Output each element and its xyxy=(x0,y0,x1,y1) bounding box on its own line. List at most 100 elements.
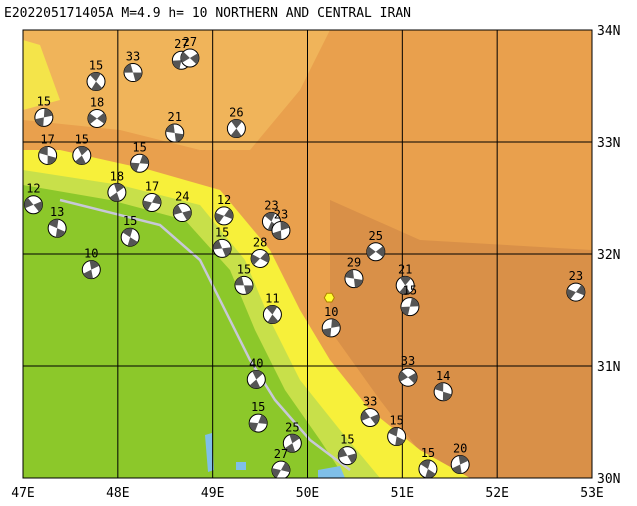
focal-mechanism xyxy=(38,145,58,165)
focal-mechanism xyxy=(387,427,407,447)
focal-mechanism xyxy=(81,260,101,280)
water xyxy=(205,433,214,472)
beachball-quadrant xyxy=(452,455,469,474)
focal-mechanism xyxy=(72,145,92,165)
beachball-quadrant xyxy=(230,119,243,138)
beachball-quadrant xyxy=(322,319,341,337)
focal-mechanism xyxy=(418,459,438,478)
focal-mechanism xyxy=(226,119,246,139)
x-tick-label: 49E xyxy=(201,486,224,501)
beachball-quadrant xyxy=(235,276,253,295)
focal-mechanism xyxy=(47,218,67,238)
depth-label: 23 xyxy=(569,269,583,283)
depth-label: 21 xyxy=(168,110,182,124)
depth-label: 12 xyxy=(217,193,231,207)
depth-label: 12 xyxy=(26,182,40,196)
depth-label: 15 xyxy=(123,214,137,228)
focal-mechanism xyxy=(250,248,270,268)
depth-label: 26 xyxy=(229,106,243,120)
depth-label: 23 xyxy=(274,207,288,221)
beachball-quadrant xyxy=(361,410,380,425)
focal-mechanism xyxy=(433,382,453,402)
beachball-quadrant xyxy=(109,183,125,202)
beachball-quadrant xyxy=(123,63,142,82)
focal-mechanism xyxy=(395,275,415,295)
focal-mechanism xyxy=(165,123,185,143)
x-tick-label: 48E xyxy=(106,486,129,501)
focal-mechanism xyxy=(271,460,291,478)
depth-label: 33 xyxy=(126,50,140,64)
x-tick-label: 52E xyxy=(485,486,508,501)
y-tick-label: 33N xyxy=(597,136,620,151)
depth-label: 23 xyxy=(264,199,278,213)
depth-label: 29 xyxy=(347,256,361,270)
depth-label: 18 xyxy=(90,95,104,109)
focal-mechanism xyxy=(282,433,302,453)
beachball-quadrant xyxy=(48,219,66,238)
focal-mechanism xyxy=(86,72,106,92)
beachball-quadrant xyxy=(180,51,199,65)
water xyxy=(318,466,345,478)
depth-label: 15 xyxy=(237,262,251,276)
beachball-quadrant xyxy=(87,112,106,125)
x-tick-label: 47E xyxy=(11,486,34,501)
map-title: E202205171405A M=4.9 h= 10 NORTHERN AND … xyxy=(4,6,411,21)
beachball-quadrant xyxy=(173,204,192,221)
beachball-quadrant xyxy=(434,382,452,401)
focal-mechanism xyxy=(337,446,357,466)
depth-label: 15 xyxy=(340,433,354,447)
depth-label: 10 xyxy=(324,305,338,319)
beachball-quadrant xyxy=(251,252,270,265)
beachball-quadrant xyxy=(39,146,57,165)
beachball-quadrant xyxy=(122,228,138,247)
depth-label: 24 xyxy=(175,190,189,204)
beachball-quadrant xyxy=(75,146,89,165)
terrain-yellow xyxy=(23,40,60,110)
beachball-quadrant xyxy=(83,260,100,279)
depth-label: 15 xyxy=(251,400,265,414)
focal-mechanism xyxy=(400,297,420,317)
y-tick-label: 34N xyxy=(597,24,620,39)
beachball-quadrant xyxy=(215,208,234,224)
beachball-quadrant xyxy=(271,462,290,478)
depth-label: 13 xyxy=(50,205,64,219)
beachball-quadrant xyxy=(142,194,162,211)
focal-mechanism xyxy=(366,242,386,262)
focal-mechanism xyxy=(450,455,470,475)
depth-label: 15 xyxy=(389,414,403,428)
focal-mechanism xyxy=(107,182,127,202)
y-tick-label: 32N xyxy=(597,248,620,263)
beachball-quadrant xyxy=(272,221,290,240)
depth-label: 28 xyxy=(253,235,267,249)
y-tick-label: 31N xyxy=(597,360,620,375)
focal-mechanism xyxy=(130,153,150,173)
focal-mechanism xyxy=(246,369,266,389)
focal-mechanism xyxy=(180,48,200,68)
focal-mechanism xyxy=(87,108,107,128)
focal-mechanism xyxy=(271,220,291,240)
beachball-quadrant xyxy=(420,460,436,478)
water xyxy=(236,462,246,470)
depth-label: 15 xyxy=(215,225,229,239)
depth-label: 40 xyxy=(249,356,263,370)
depth-label: 15 xyxy=(421,446,435,460)
depth-label: 15 xyxy=(37,94,51,108)
terrain-green xyxy=(23,185,345,478)
focal-mechanism xyxy=(344,269,364,289)
focal-mechanism xyxy=(234,275,254,295)
focal-mechanism xyxy=(566,282,586,302)
beachball-quadrant xyxy=(89,72,103,91)
beachball-quadrant xyxy=(400,297,419,316)
focal-mechanism xyxy=(398,367,418,387)
focal-mechanism xyxy=(142,192,162,212)
depth-label: 14 xyxy=(436,369,450,383)
depth-label: 33 xyxy=(401,354,415,368)
beachball-quadrant xyxy=(566,284,585,300)
beachball-quadrant xyxy=(284,434,300,453)
focal-mechanism xyxy=(120,227,140,247)
terrain-dark xyxy=(330,200,592,478)
focal-mechanism xyxy=(248,413,268,433)
